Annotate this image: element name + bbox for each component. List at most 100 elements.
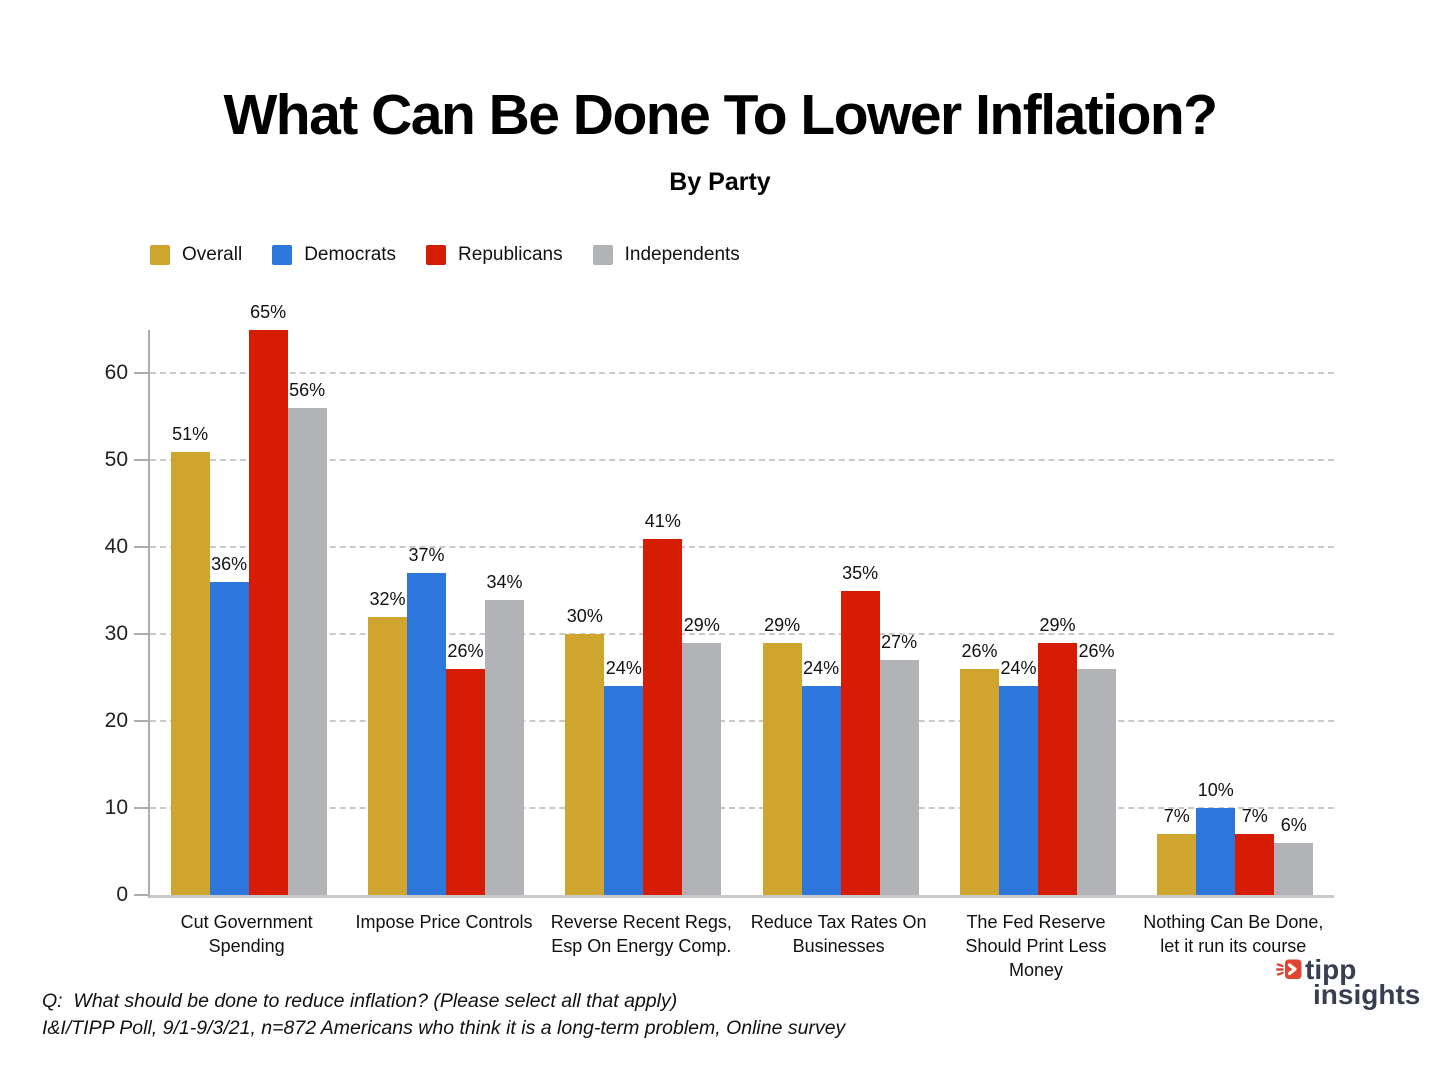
bar-group: 29% 24% 35% 27% xyxy=(742,330,939,895)
x-axis-label: Reduce Tax Rates On Businesses xyxy=(740,910,937,982)
y-axis-tick-label: 20 xyxy=(104,709,128,733)
legend-item-democrats: Democrats xyxy=(272,244,396,266)
bar-value-label: 51% xyxy=(172,423,209,444)
y-axis-tick xyxy=(134,372,148,375)
bar-value-label: 29% xyxy=(764,614,801,635)
x-axis-label: Nothing Can Be Done, let it run its cours… xyxy=(1135,910,1332,982)
x-axis-label-line: Reduce Tax Rates On xyxy=(750,912,927,932)
x-axis-label-line: The Fed Reserve xyxy=(966,912,1106,932)
y-axis-tick xyxy=(134,633,148,636)
bar-democrats: 24% xyxy=(998,658,1038,895)
x-axis-label: Impose Price Controls xyxy=(345,910,542,982)
bar-group: 7% 10% 7% 6% xyxy=(1137,330,1334,895)
x-axis-label-line: Spending xyxy=(208,936,285,956)
legend-item-republicans: Republicans xyxy=(426,244,563,266)
footnote: Q: What should be done to reduce inflati… xyxy=(42,988,845,1042)
legend-label: Independents xyxy=(624,244,740,265)
bar-value-label: 35% xyxy=(842,562,879,583)
bar-value-label: 24% xyxy=(1000,658,1037,679)
bar-democrats: 10% xyxy=(1196,780,1236,895)
chart-subtitle: By Party xyxy=(669,168,771,196)
bar-value-label: 7% xyxy=(1163,806,1190,827)
y-axis-tick xyxy=(134,894,148,896)
gridline xyxy=(150,459,1334,462)
bar-value-label: 26% xyxy=(447,641,484,661)
legend-swatch xyxy=(272,245,293,265)
bar-group: 30% 24% 41% 29% xyxy=(545,330,742,895)
footnote-source: I&I/TIPP Poll, 9/1-9/3/21, n=872 America… xyxy=(42,1017,846,1039)
bar-value-label: 36% xyxy=(211,554,248,575)
y-axis-tick xyxy=(134,720,148,723)
tipp-logo-icon xyxy=(1276,956,1302,983)
bar-republicans: 35% xyxy=(840,563,880,895)
x-axis-label-line: Reverse Recent Regs, xyxy=(550,912,732,932)
bar-value-label: 26% xyxy=(961,641,998,661)
bar-group: 26% 24% 29% 26% xyxy=(939,330,1136,895)
x-axis-label-line: let it run its course xyxy=(1160,936,1307,956)
bar-republicans: 7% xyxy=(1235,806,1275,895)
bar-independents: 56% xyxy=(287,380,327,895)
logo-word-tipp: tipp xyxy=(1305,954,1357,985)
x-axis-label: The Fed Reserve Should Print Less Money xyxy=(937,910,1134,982)
bar-overall: 30% xyxy=(565,606,605,895)
bar-value-label: 41% xyxy=(644,510,681,531)
bar-republicans: 41% xyxy=(643,511,683,895)
y-axis-tick-label: 30 xyxy=(104,622,128,646)
bar-value-label: 29% xyxy=(1039,614,1076,635)
bar-overall: 32% xyxy=(367,589,407,895)
bar-overall: 7% xyxy=(1157,806,1197,895)
bar-value-label: 65% xyxy=(250,302,287,322)
bar-democrats: 37% xyxy=(406,545,446,895)
footnote-question: Q: What should be done to reduce inflati… xyxy=(42,990,678,1012)
bar-republicans: 29% xyxy=(1037,615,1077,895)
bar-group: 32% 37% 26% 34% xyxy=(347,330,544,895)
logo-word-insights: insights xyxy=(1313,979,1421,1010)
bar-value-label: 29% xyxy=(683,614,720,635)
bar-overall: 26% xyxy=(959,641,999,895)
legend: Overall Democrats Republicans Independents xyxy=(150,244,740,266)
y-axis-tick-label: 50 xyxy=(104,448,128,472)
bar-value-label: 32% xyxy=(369,588,406,609)
bar-group: 51% 36% 65% 56% xyxy=(150,302,347,895)
y-axis-tick-label: 40 xyxy=(104,535,128,559)
bar-democrats: 24% xyxy=(801,658,841,895)
legend-label: Democrats xyxy=(304,244,397,265)
legend-swatch xyxy=(426,245,447,265)
bar-overall: 29% xyxy=(762,615,802,895)
x-axis-labels: Cut Government Spending Impose Price Contr… xyxy=(148,910,1332,982)
bar-republicans: 65% xyxy=(248,302,288,895)
bar-value-label: 26% xyxy=(1078,641,1115,661)
gridline xyxy=(150,720,1334,723)
y-axis-tick-label: 0 xyxy=(116,883,128,906)
x-axis-label: Reverse Recent Regs, Esp On Energy Comp. xyxy=(543,910,740,982)
bar-value-label: 6% xyxy=(1280,814,1307,835)
x-axis-label: Cut Government Spending xyxy=(148,910,345,982)
bar-independents: 27% xyxy=(879,632,919,895)
legend-item-independents: Independents xyxy=(592,244,740,266)
legend-item-overall: Overall xyxy=(150,244,242,266)
legend-label: Overall xyxy=(182,244,243,265)
x-axis-label-line: Money xyxy=(1008,960,1063,980)
x-axis-label-line: Impose Price Controls xyxy=(355,912,533,932)
gridline xyxy=(150,807,1334,810)
y-axis-tick-label: 10 xyxy=(104,796,128,820)
legend-swatch xyxy=(150,245,170,265)
x-axis-label-line: Businesses xyxy=(792,936,885,956)
bar-value-label: 27% xyxy=(881,632,918,653)
bar-independents: 26% xyxy=(1076,641,1116,895)
y-axis-tick xyxy=(134,546,148,549)
legend-swatch xyxy=(592,245,613,265)
gridline xyxy=(150,546,1334,549)
x-axis-label-line: Nothing Can Be Done, xyxy=(1143,912,1324,932)
bar-value-label: 30% xyxy=(566,606,603,627)
bar-value-label: 7% xyxy=(1241,806,1268,827)
y-axis-tick-label: 60 xyxy=(104,361,128,385)
bar-republicans: 26% xyxy=(445,641,485,895)
bar-democrats: 36% xyxy=(209,554,249,895)
bar-overall: 51% xyxy=(170,424,210,895)
tippinsights-logo: tipp insights xyxy=(1276,954,1421,1010)
bar-value-label: 56% xyxy=(289,380,326,401)
bar-value-label: 24% xyxy=(605,658,642,679)
y-axis-tick xyxy=(134,459,148,462)
